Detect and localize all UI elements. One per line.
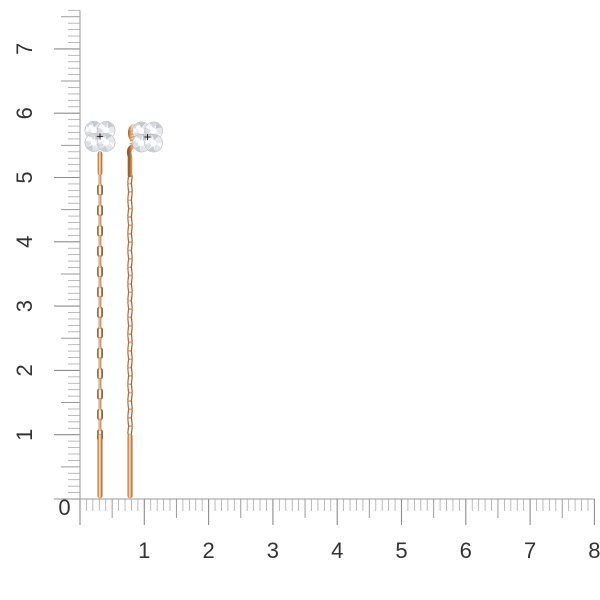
svg-text:7: 7 [12,43,37,55]
svg-text:7: 7 [524,538,536,563]
svg-text:5: 5 [12,171,37,183]
svg-text:2: 2 [202,538,214,563]
svg-text:4: 4 [331,538,343,563]
svg-text:4: 4 [12,236,37,248]
svg-text:1: 1 [138,538,150,563]
svg-text:3: 3 [267,538,279,563]
svg-text:1: 1 [12,429,37,441]
svg-text:6: 6 [12,107,37,119]
svg-text:5: 5 [395,538,407,563]
svg-text:2: 2 [12,364,37,376]
svg-text:8: 8 [588,538,600,563]
svg-text:3: 3 [12,300,37,312]
svg-text:6: 6 [460,538,472,563]
